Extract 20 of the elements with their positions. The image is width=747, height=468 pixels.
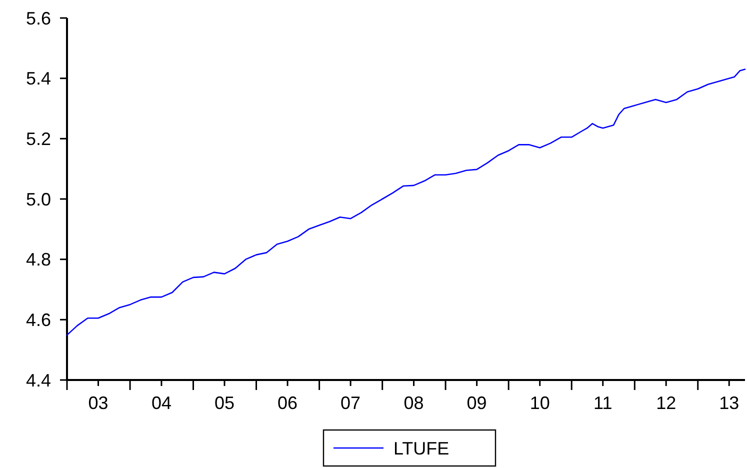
y-tick-label: 5.2 (26, 128, 51, 149)
x-tick-label: 05 (214, 393, 235, 413)
x-tick-label: 12 (656, 393, 676, 413)
y-tick-label: 5.0 (26, 189, 51, 210)
legend-label: LTUFE (394, 438, 450, 458)
x-tick-label: 08 (404, 393, 424, 413)
x-tick-label: 04 (151, 393, 172, 413)
x-tick-label: 06 (278, 393, 298, 413)
x-tick-label: 11 (594, 393, 612, 413)
y-tick-label: 4.8 (26, 250, 51, 270)
y-tick-label: 4.4 (26, 370, 51, 390)
x-tick-label: 07 (340, 393, 361, 413)
line-series (66, 68, 746, 336)
x-tick-label: 09 (466, 393, 487, 413)
x-tick-label: 03 (88, 393, 108, 413)
y-tick-label: 5.4 (26, 68, 51, 89)
x-tick-label: 13 (719, 393, 740, 413)
y-tick-label: 5.6 (26, 8, 51, 28)
x-tick-label: 10 (530, 393, 550, 413)
y-tick-label: 4.6 (26, 310, 51, 330)
